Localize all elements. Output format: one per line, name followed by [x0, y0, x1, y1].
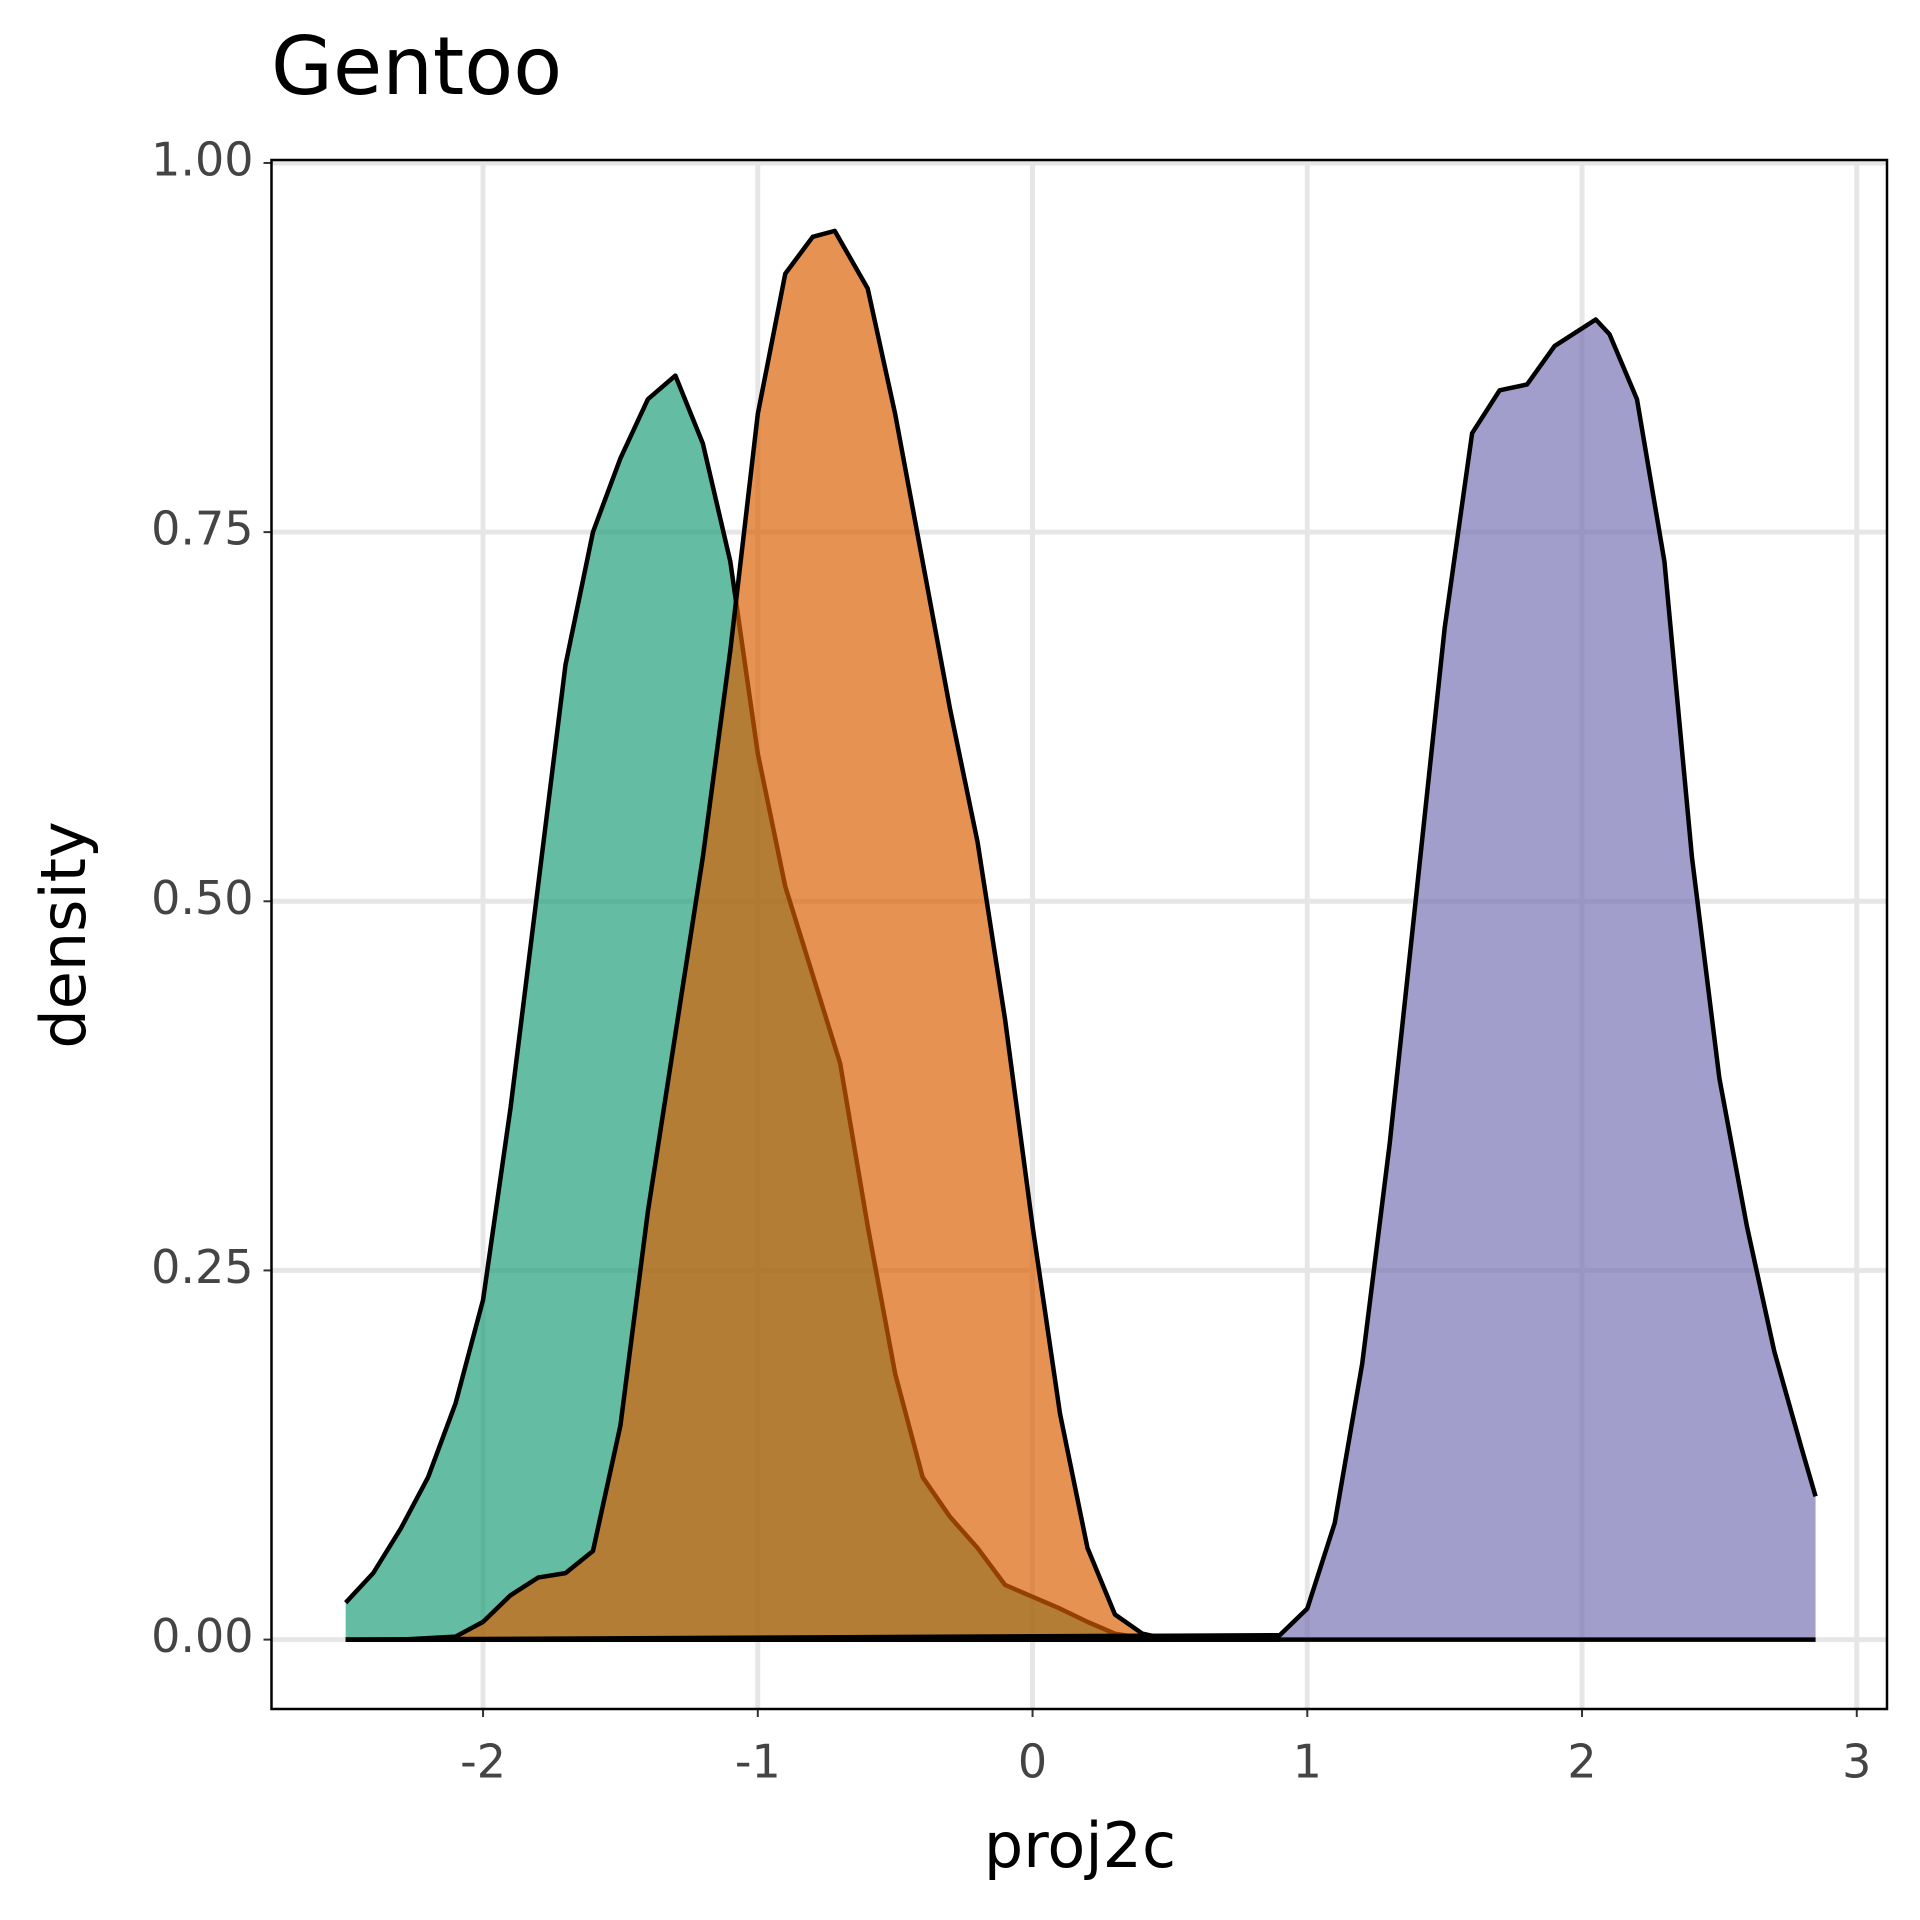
x-tick-label: 2	[1567, 1735, 1596, 1789]
density-line	[345, 317, 1818, 1642]
y-tick-label: 1.00	[151, 132, 253, 186]
x-tick-label: -2	[460, 1735, 506, 1789]
x-tick-label: -1	[735, 1735, 781, 1789]
density-area	[345, 319, 1816, 1640]
panel-border	[270, 158, 1889, 1711]
chart-title: Gentoo	[271, 20, 562, 113]
x-tick-label: 3	[1842, 1735, 1871, 1789]
x-tick-label: 1	[1293, 1735, 1322, 1789]
y-tick-label: 0.50	[151, 871, 253, 925]
y-tick-label: 0.75	[151, 502, 253, 556]
x-tick-label: 0	[1018, 1735, 1047, 1789]
y-axis-label: density	[27, 821, 100, 1048]
y-tick-label: 0.25	[151, 1240, 253, 1294]
density-area	[345, 230, 1280, 1640]
x-axis-label: proj2c	[984, 1809, 1176, 1882]
y-tick-label: 0.00	[151, 1609, 253, 1663]
